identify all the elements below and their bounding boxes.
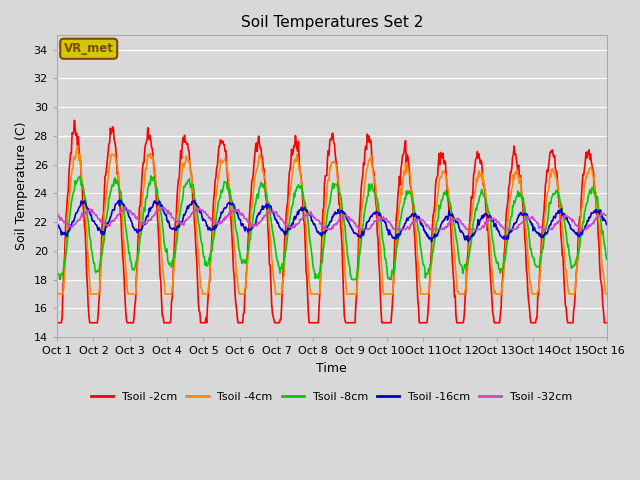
Tsoil -32cm: [121, 204, 129, 210]
Tsoil -16cm: [603, 222, 611, 228]
Line: Tsoil -8cm: Tsoil -8cm: [57, 176, 607, 280]
Tsoil -8cm: [400, 202, 408, 207]
Tsoil -32cm: [603, 213, 611, 218]
Tsoil -2cm: [120, 276, 128, 281]
Tsoil -16cm: [53, 218, 61, 224]
Tsoil -16cm: [116, 197, 124, 203]
Tsoil -32cm: [322, 227, 330, 232]
Tsoil -4cm: [120, 242, 128, 248]
Tsoil -4cm: [205, 282, 213, 288]
Tsoil -2cm: [176, 161, 184, 167]
X-axis label: Time: Time: [316, 362, 347, 375]
Tsoil -4cm: [415, 278, 423, 284]
Tsoil -32cm: [63, 221, 70, 227]
Tsoil -32cm: [416, 217, 424, 223]
Tsoil -16cm: [120, 202, 128, 208]
Tsoil -2cm: [205, 283, 213, 288]
Legend: Tsoil -2cm, Tsoil -4cm, Tsoil -8cm, Tsoil -16cm, Tsoil -32cm: Tsoil -2cm, Tsoil -4cm, Tsoil -8cm, Tsoi…: [86, 388, 577, 407]
Tsoil -8cm: [177, 206, 184, 212]
Tsoil -16cm: [205, 225, 213, 231]
Y-axis label: Soil Temperature (C): Soil Temperature (C): [15, 122, 28, 251]
Tsoil -4cm: [74, 143, 81, 149]
Tsoil -4cm: [603, 291, 611, 297]
Tsoil -8cm: [147, 173, 155, 179]
Tsoil -4cm: [399, 177, 407, 183]
Text: VR_met: VR_met: [64, 42, 114, 55]
Tsoil -2cm: [415, 320, 423, 325]
Tsoil -8cm: [64, 236, 72, 242]
Tsoil -16cm: [176, 219, 184, 225]
Tsoil -4cm: [63, 231, 70, 237]
Tsoil -16cm: [63, 234, 70, 240]
Tsoil -16cm: [415, 215, 423, 221]
Tsoil -8cm: [56, 277, 64, 283]
Tsoil -2cm: [53, 320, 61, 325]
Tsoil -8cm: [603, 256, 611, 262]
Tsoil -32cm: [205, 215, 213, 221]
Tsoil -32cm: [176, 219, 184, 225]
Tsoil -32cm: [120, 208, 127, 214]
Line: Tsoil -4cm: Tsoil -4cm: [57, 146, 607, 294]
Tsoil -32cm: [400, 227, 408, 232]
Tsoil -8cm: [206, 258, 214, 264]
Line: Tsoil -16cm: Tsoil -16cm: [57, 200, 607, 241]
Tsoil -8cm: [53, 270, 61, 276]
Tsoil -16cm: [399, 225, 407, 230]
Tsoil -16cm: [465, 239, 472, 244]
Line: Tsoil -32cm: Tsoil -32cm: [57, 207, 607, 229]
Tsoil -32cm: [53, 209, 61, 215]
Tsoil -8cm: [120, 210, 128, 216]
Tsoil -2cm: [63, 205, 70, 211]
Tsoil -8cm: [416, 240, 424, 246]
Title: Soil Temperatures Set 2: Soil Temperatures Set 2: [241, 15, 423, 30]
Tsoil -4cm: [53, 291, 61, 297]
Tsoil -2cm: [70, 118, 78, 123]
Tsoil -2cm: [399, 152, 407, 158]
Line: Tsoil -2cm: Tsoil -2cm: [57, 120, 607, 323]
Tsoil -2cm: [603, 320, 611, 325]
Tsoil -4cm: [176, 185, 184, 191]
